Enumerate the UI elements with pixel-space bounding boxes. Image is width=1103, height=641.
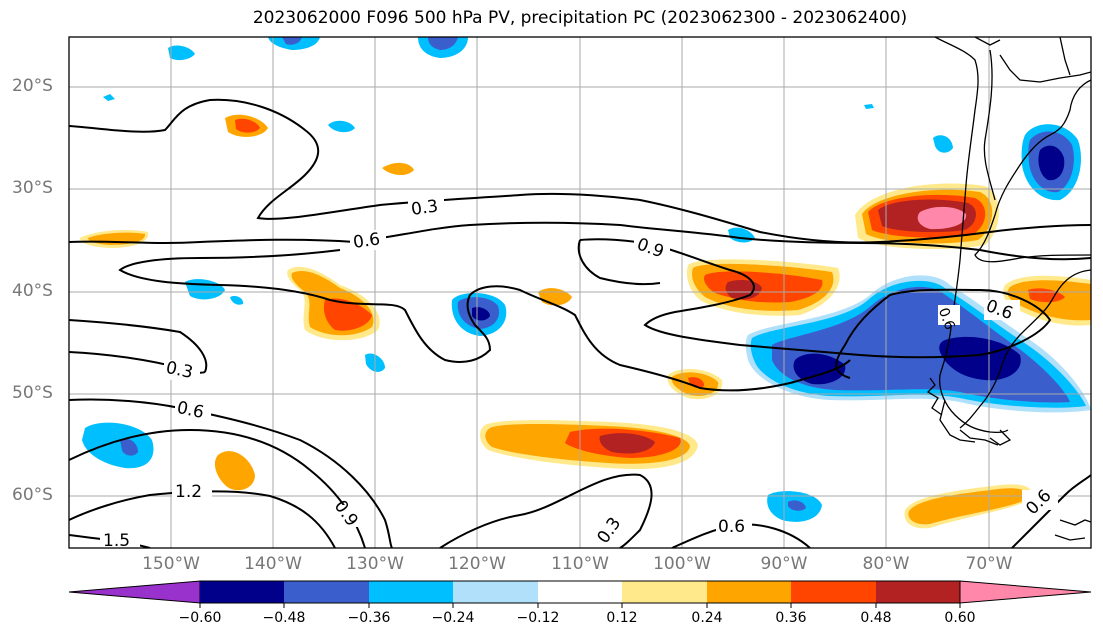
contour-label: 0.3 [410, 196, 440, 220]
colorbar-tick-label: 0.48 [860, 610, 892, 626]
lon-label: 90°W [760, 554, 808, 574]
colorbar-extend-high [959, 580, 1092, 604]
colorbar-tick-label: −0.24 [431, 610, 475, 626]
colorbar-tick-label: −0.12 [516, 610, 560, 626]
contour-label: 1.2 [175, 482, 202, 502]
colorbar-bin [284, 581, 369, 603]
colorbar-extend-low [68, 580, 201, 604]
colorbar-tick-label: −0.48 [262, 610, 306, 626]
colorbar-bin [538, 581, 622, 603]
south-america-coastline [926, 37, 1091, 541]
lon-label: 70°W [965, 554, 1013, 574]
contour-label: 1.5 [103, 531, 130, 551]
colorbar-tick-label: −0.60 [178, 610, 222, 626]
colorbar-bin [791, 581, 876, 603]
colorbar-tick-label: 0.36 [775, 610, 807, 626]
colorbar-bin [453, 581, 538, 603]
colorbar-bin [200, 581, 284, 603]
lon-label: 120°W [448, 554, 506, 574]
map-title: 2023062000 F096 500 hPa PV, precipitatio… [252, 8, 908, 28]
lon-label: 140°W [244, 554, 302, 574]
lon-label: 130°W [346, 554, 404, 574]
contour-label: 0.6 [352, 229, 382, 253]
colorbar-tick-label: −0.36 [347, 610, 391, 626]
contour-label: 0.6 [718, 517, 745, 537]
colorbar-bin [876, 581, 960, 603]
colorbar-tick-label: 0.24 [691, 610, 723, 626]
lon-label: 80°W [862, 554, 910, 574]
colorbar-tick-label: 0.12 [606, 610, 638, 626]
colorbar [68, 580, 1092, 608]
lat-label: 30°S [12, 178, 53, 198]
lon-label: 110°W [551, 554, 609, 574]
colorbar-bin [369, 581, 453, 603]
lon-label: 100°W [653, 554, 711, 574]
colorbar-bin [622, 581, 707, 603]
lat-label: 40°S [12, 281, 53, 301]
lat-label: 50°S [12, 383, 53, 403]
colorbar-tick-label: 0.60 [944, 610, 976, 626]
lat-label: 60°S [12, 485, 53, 505]
lat-label: 20°S [12, 76, 53, 96]
map-frame [68, 36, 1092, 549]
contour-label: 0.6 [935, 306, 958, 332]
lon-label: 150°W [142, 554, 200, 574]
colorbar-bin [707, 581, 791, 603]
